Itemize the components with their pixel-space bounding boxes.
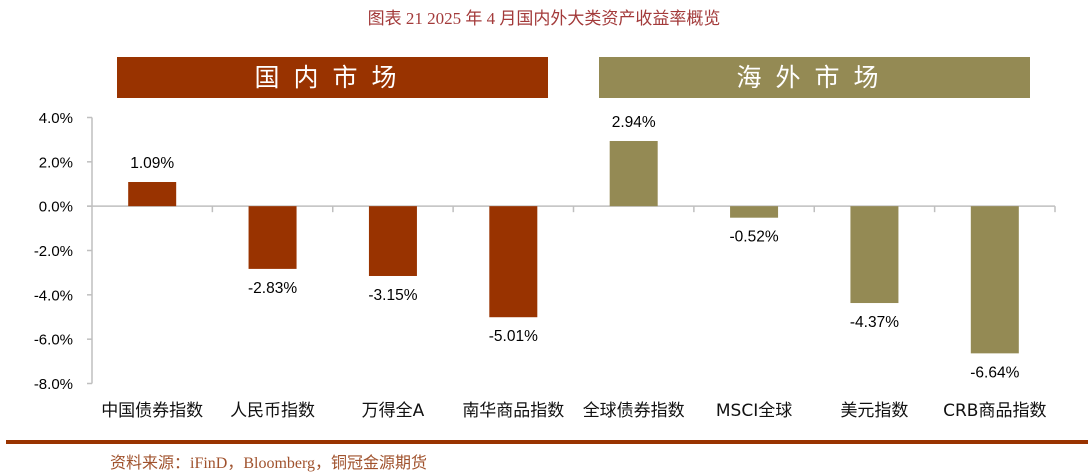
- category-label: 万得全A: [362, 401, 425, 421]
- overseas-market-banner: 海外市场: [599, 57, 1030, 98]
- bar: [609, 140, 658, 207]
- domestic-market-banner: 国内市场: [117, 57, 548, 98]
- y-tick-label: 2.0%: [39, 154, 73, 171]
- bar-value-label: -6.64%: [970, 364, 1019, 381]
- y-tick-label: 4.0%: [39, 110, 73, 127]
- bar-value-label: -4.37%: [850, 314, 899, 331]
- bar-value-label: 1.09%: [130, 155, 174, 172]
- bar: [489, 206, 538, 318]
- bar-value-label: -5.01%: [489, 328, 538, 345]
- category-label: 全球债券指数: [583, 401, 685, 421]
- footer-separator: [6, 440, 1088, 444]
- y-tick-label: 0.0%: [39, 199, 73, 216]
- category-label: 人民币指数: [230, 401, 315, 421]
- source-note: 资料来源：iFinD，Bloomberg，铜冠金源期货: [110, 455, 428, 472]
- bar: [850, 206, 899, 304]
- y-tick-label: -6.0%: [34, 332, 73, 349]
- bar-value-label: -0.52%: [730, 229, 779, 246]
- bar-chart: 4.0% 2.0% 0.0% -2.0% -4.0% -6.0% -8.0% 1.09% 中国债…: [34, 110, 1056, 421]
- category-label: 南华商品指数: [462, 401, 564, 421]
- bar: [970, 206, 1019, 354]
- bar: [368, 206, 417, 276]
- bar-value-label: -3.15%: [368, 287, 417, 304]
- bar-value-label: 2.94%: [612, 114, 656, 131]
- bar-value-label: -2.83%: [248, 280, 297, 297]
- category-label: 美元指数: [840, 401, 908, 421]
- y-tick-label: -8.0%: [34, 376, 73, 393]
- bar: [248, 206, 297, 269]
- category-label: 中国债券指数: [101, 401, 203, 421]
- category-label: MSCI全球: [716, 401, 792, 421]
- category-label: CRB商品指数: [943, 401, 1046, 421]
- bar: [128, 182, 177, 207]
- y-tick-label: -2.0%: [34, 243, 73, 260]
- bar: [730, 206, 779, 218]
- y-tick-label: -4.0%: [34, 287, 73, 304]
- chart-title: 图表 21 2025 年 4 月国内外大类资产收益率概览: [367, 9, 721, 28]
